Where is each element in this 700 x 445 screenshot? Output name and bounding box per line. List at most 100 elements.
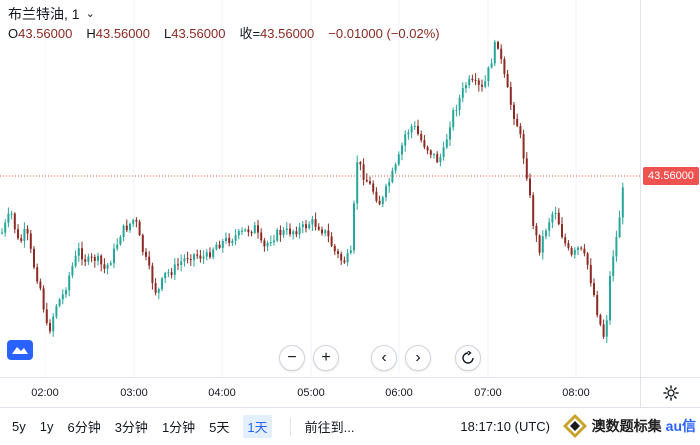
candle-body: [612, 256, 615, 277]
candle-body: [183, 258, 186, 262]
candle-body: [305, 224, 307, 229]
candle-body: [391, 170, 394, 182]
candle-body: [356, 162, 359, 204]
candle-body: [340, 253, 343, 261]
candle-body: [180, 261, 183, 265]
candle-body: [253, 225, 256, 233]
candle-body: [593, 283, 595, 296]
candle-body: [327, 230, 330, 237]
candle-body: [71, 266, 74, 276]
candle-body: [45, 309, 48, 324]
candle-body: [29, 233, 32, 249]
time-tick-label: 02:00: [31, 387, 59, 399]
tradingview-logo-icon[interactable]: [7, 340, 33, 360]
toolbar-divider: [289, 417, 291, 436]
candle-body: [116, 244, 119, 249]
candle-body: [621, 187, 624, 218]
period-3m[interactable]: 3分钟: [114, 420, 148, 435]
candle-body: [381, 197, 384, 205]
candle-body: [493, 41, 496, 64]
candle-body: [122, 225, 125, 238]
time-tick-label: 06:00: [385, 387, 413, 399]
candle-body: [346, 252, 349, 263]
candle-body: [570, 247, 573, 255]
candle-body: [55, 305, 58, 317]
utc-clock[interactable]: 18:17:10 (UTC): [460, 419, 550, 434]
scroll-right-button[interactable]: ›: [405, 345, 431, 371]
candle-body: [349, 250, 352, 253]
candle-body: [513, 104, 515, 119]
candle-body: [65, 290, 67, 295]
candle-body: [410, 126, 413, 133]
candle-body: [314, 219, 317, 227]
candle-body: [212, 249, 215, 258]
candle-body: [455, 109, 458, 111]
candle-body: [477, 80, 480, 85]
candle-body: [605, 320, 608, 337]
candle-body: [218, 244, 221, 248]
candle-body: [61, 294, 64, 300]
candle-body: [465, 85, 467, 89]
bottom-toolbar: 5y 1y 6分钟 3分钟 1分钟 5天 1天 前往到... 18:17:10 …: [0, 407, 700, 445]
price-scale[interactable]: 43.56000: [640, 0, 700, 377]
period-1d[interactable]: 1天: [243, 415, 272, 438]
candle-body: [529, 178, 531, 196]
period-1m[interactable]: 1分钟: [161, 420, 196, 435]
candle-body: [234, 235, 237, 241]
period-5d[interactable]: 5天: [209, 420, 230, 435]
candle-body: [151, 265, 154, 284]
candle-body: [33, 248, 35, 268]
candle-body: [577, 247, 579, 250]
candle-body: [599, 315, 602, 325]
candlestick-chart[interactable]: [0, 0, 640, 377]
candle-body: [225, 237, 227, 241]
candle-body: [436, 154, 439, 163]
refresh-icon[interactable]: [455, 345, 481, 371]
candle-body: [23, 228, 26, 241]
chart-pane[interactable]: 布兰特油, 1 ⌄ O43.56000 H43.56000 L43.56000 …: [0, 0, 640, 377]
candle-body: [388, 181, 391, 187]
period-1y[interactable]: 1y: [39, 419, 54, 434]
candle-body: [551, 214, 554, 223]
chevron-down-icon[interactable]: ⌄: [85, 8, 95, 20]
zoom-out-button[interactable]: −: [279, 345, 305, 371]
candle-body: [87, 256, 90, 262]
time-tick-label: 08:00: [562, 387, 590, 399]
candle-body: [199, 255, 202, 259]
settings-corner[interactable]: [640, 377, 700, 407]
symbol-title[interactable]: 布兰特油, 1: [8, 6, 80, 22]
candle-body: [109, 263, 112, 265]
candle-body: [573, 249, 576, 255]
candle-body: [449, 127, 451, 140]
candle-body: [385, 186, 387, 198]
ohlc-low: L43.56000: [163, 26, 226, 41]
candle-body: [468, 78, 471, 86]
candle-body: [68, 275, 71, 291]
gear-icon[interactable]: [662, 384, 679, 401]
candle-body: [321, 229, 323, 234]
candle-body: [42, 288, 45, 310]
candle-body: [164, 272, 167, 279]
zoom-in-button[interactable]: +: [313, 345, 339, 371]
ohlc-open: O43.56000: [8, 26, 73, 41]
candle-body: [516, 118, 519, 127]
candle-body: [196, 254, 199, 256]
watermark-suffix: au信: [665, 418, 696, 434]
current-price-label: 43.56000: [643, 167, 699, 185]
candle-body: [442, 147, 445, 158]
candle-body: [394, 164, 397, 171]
scroll-left-button[interactable]: ‹: [371, 345, 397, 371]
goto-date-button[interactable]: 前往到...: [304, 420, 355, 435]
candle-body: [602, 324, 605, 337]
time-scale[interactable]: 02:00 03:00 04:00 05:00 06:00 07:00 08:00: [0, 377, 640, 407]
candle-body: [589, 264, 592, 284]
period-5y[interactable]: 5y: [12, 419, 26, 434]
candle-body: [509, 86, 512, 105]
candle-body: [301, 224, 304, 228]
candle-body: [413, 125, 416, 127]
candle-body: [298, 227, 301, 235]
candle-body: [522, 134, 525, 159]
candle-body: [93, 257, 96, 261]
period-6m[interactable]: 6分钟: [67, 420, 101, 435]
candle-body: [241, 230, 243, 232]
